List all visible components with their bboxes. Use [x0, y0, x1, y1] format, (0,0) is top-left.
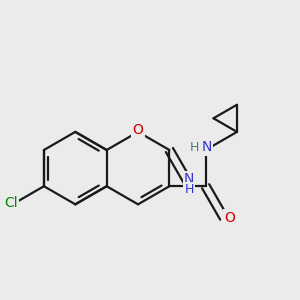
Text: O: O [224, 211, 235, 225]
Text: Cl: Cl [4, 196, 18, 210]
Text: H: H [189, 141, 199, 154]
Text: N: N [184, 172, 194, 186]
Text: N: N [202, 140, 212, 154]
Text: H: H [184, 183, 194, 196]
Text: O: O [133, 123, 143, 137]
